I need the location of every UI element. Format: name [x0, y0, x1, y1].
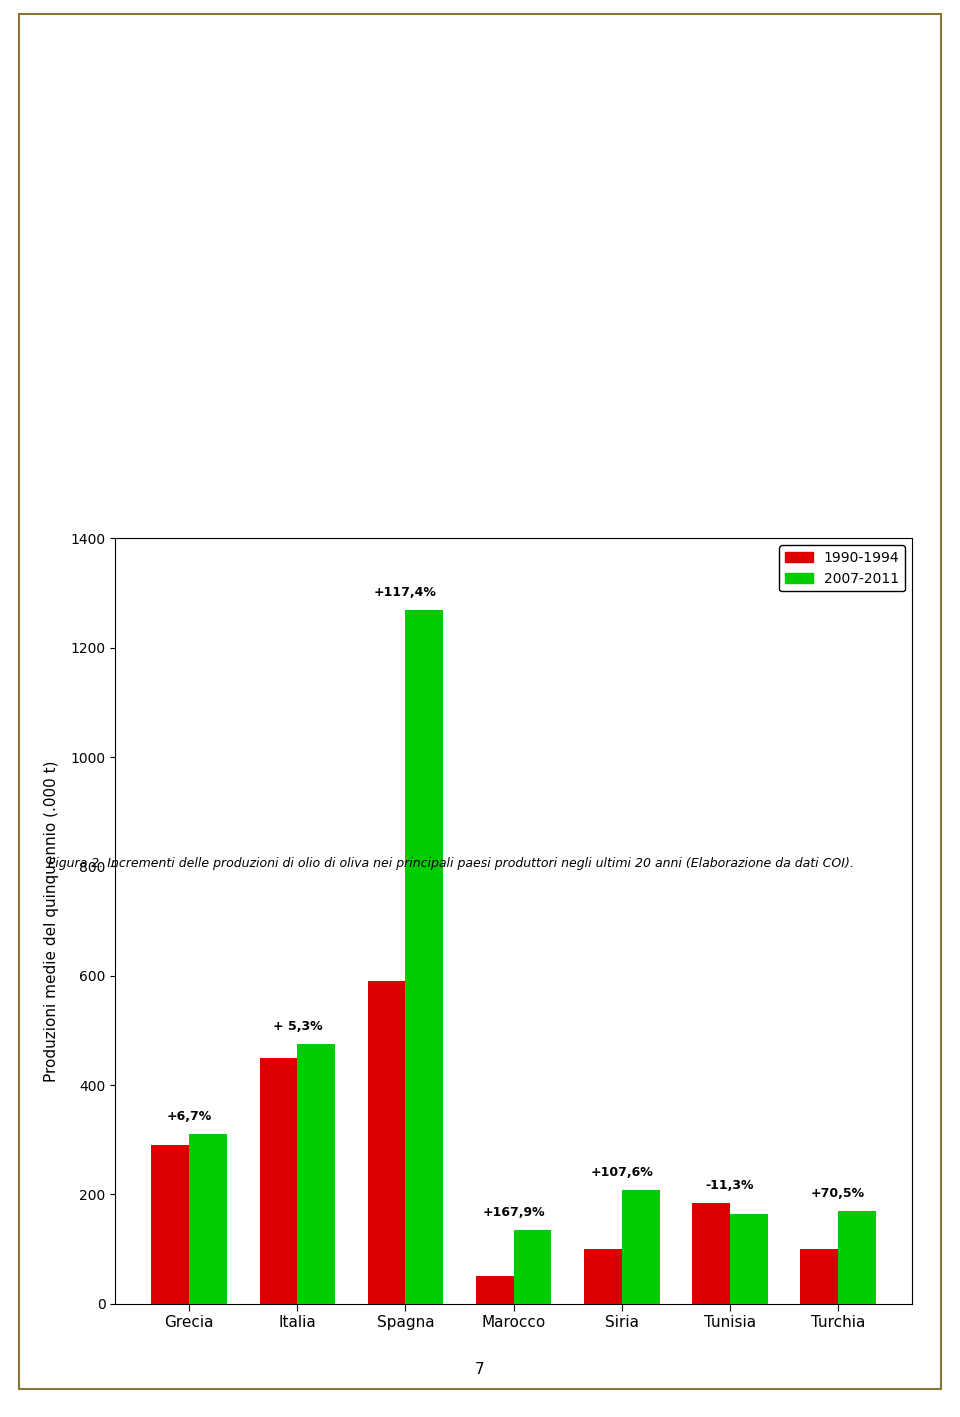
Bar	[189, 1134, 228, 1304]
Bar	[368, 981, 405, 1304]
Bar	[584, 1248, 622, 1304]
Text: -11,3%: -11,3%	[706, 1179, 754, 1192]
Text: +70,5%: +70,5%	[811, 1187, 865, 1200]
Bar	[514, 1230, 551, 1304]
Text: 7: 7	[475, 1363, 485, 1377]
Text: +167,9%: +167,9%	[482, 1206, 545, 1219]
Bar	[152, 1145, 189, 1304]
Bar	[405, 609, 444, 1304]
Bar	[692, 1203, 730, 1304]
Text: +107,6%: +107,6%	[590, 1166, 653, 1179]
Y-axis label: Produzioni medie del quinquennio (.000 t): Produzioni medie del quinquennio (.000 t…	[44, 761, 60, 1081]
Text: +6,7%: +6,7%	[167, 1111, 212, 1124]
Text: + 5,3%: + 5,3%	[273, 1020, 323, 1033]
Legend: 1990-1994, 2007-2011: 1990-1994, 2007-2011	[780, 546, 905, 591]
Bar	[298, 1044, 335, 1304]
Text: Figura 2. Incrementi delle produzioni di olio di oliva nei principali paesi prod: Figura 2. Incrementi delle produzioni di…	[48, 857, 853, 870]
Bar	[622, 1190, 660, 1304]
Bar	[730, 1214, 768, 1304]
Bar	[800, 1248, 838, 1304]
Bar	[259, 1057, 298, 1304]
Bar	[838, 1210, 876, 1304]
Text: +117,4%: +117,4%	[374, 585, 437, 598]
Bar	[476, 1277, 514, 1304]
